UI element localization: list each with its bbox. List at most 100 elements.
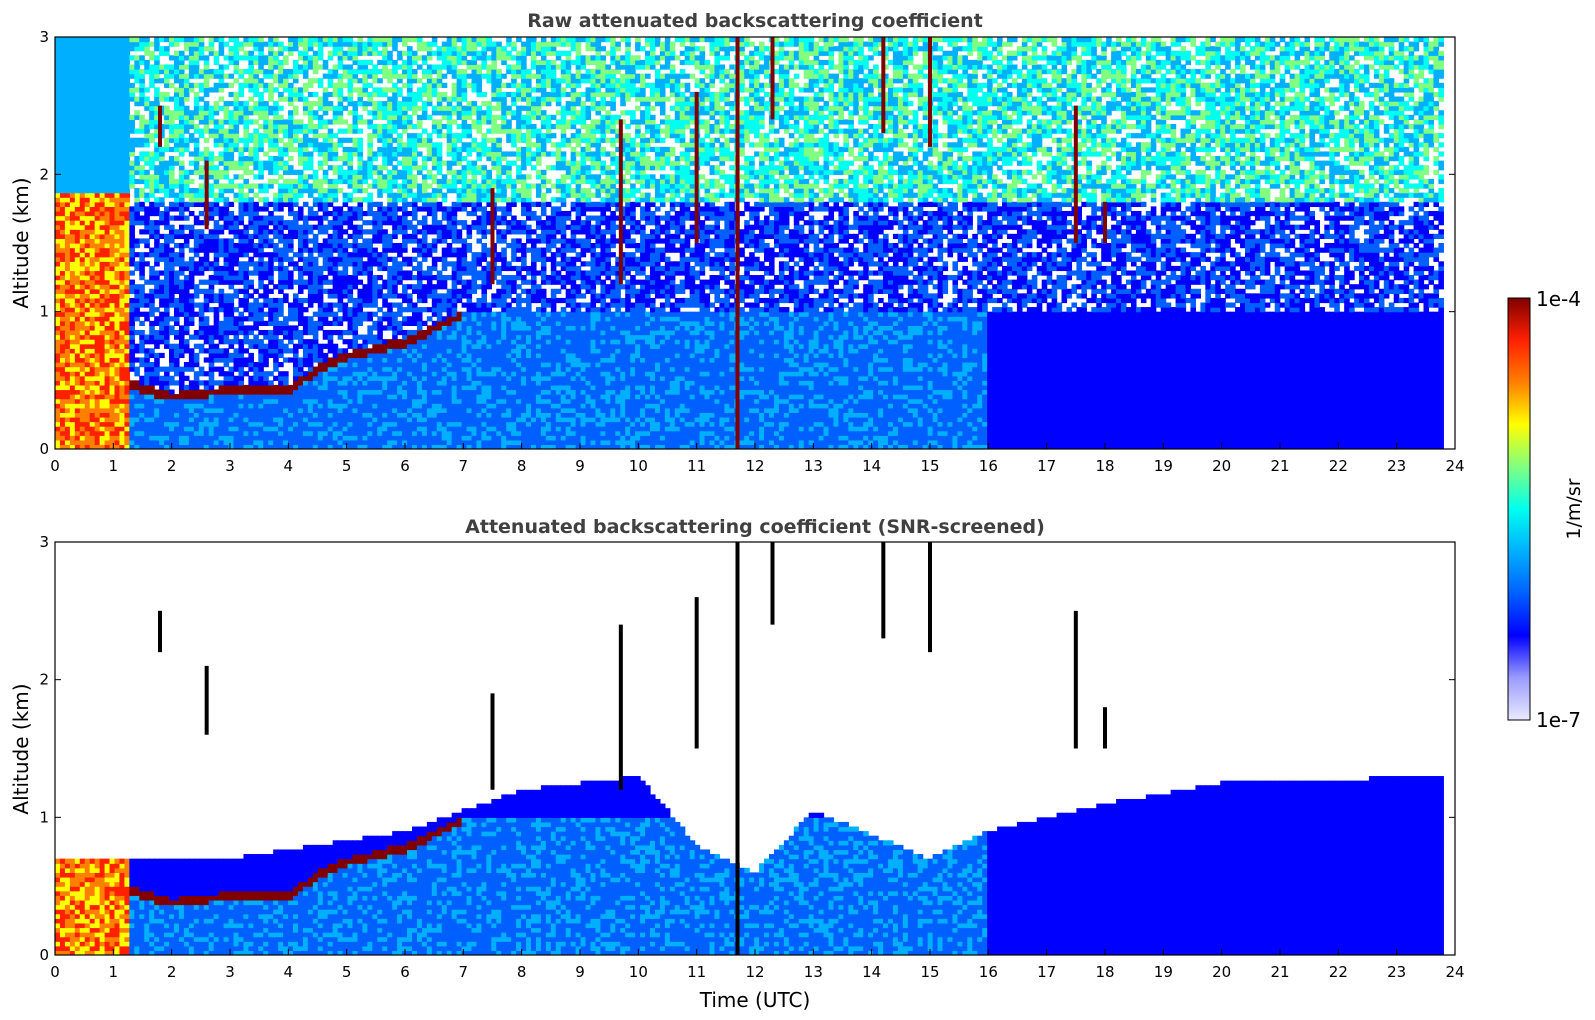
heatmap-cell bbox=[188, 439, 195, 446]
heatmap-cell bbox=[362, 87, 368, 93]
heatmap-cell bbox=[104, 439, 111, 446]
heatmap-cell bbox=[69, 64, 76, 70]
heatmap-cell bbox=[293, 210, 299, 217]
heatmap-cell bbox=[59, 110, 66, 116]
heatmap-cell bbox=[119, 91, 126, 98]
heatmap-cell bbox=[288, 398, 294, 404]
heatmap-cell bbox=[283, 59, 289, 66]
heatmap-cell bbox=[312, 59, 319, 66]
heatmap-cell bbox=[99, 398, 106, 404]
heatmap-cell bbox=[109, 119, 116, 125]
heatmap-cell bbox=[114, 439, 121, 446]
heatmap-cell bbox=[89, 156, 96, 162]
heatmap-cell bbox=[263, 384, 269, 391]
heatmap-cell bbox=[382, 247, 388, 253]
heatmap-cell bbox=[258, 110, 264, 116]
heatmap-cell bbox=[228, 252, 235, 258]
heatmap-cell bbox=[134, 210, 140, 217]
heatmap-cell bbox=[119, 220, 126, 226]
heatmap-cell bbox=[55, 151, 61, 157]
heatmap-cell bbox=[198, 201, 205, 207]
heatmap-cell bbox=[124, 435, 130, 441]
heatmap-cell bbox=[367, 412, 373, 418]
heatmap-cell bbox=[283, 183, 289, 189]
heatmap-cell bbox=[273, 243, 279, 249]
heatmap-cell bbox=[357, 307, 364, 313]
heatmap-cell bbox=[372, 233, 378, 240]
heatmap-cell bbox=[382, 311, 388, 317]
heatmap-cell bbox=[69, 339, 76, 345]
heatmap-cell bbox=[89, 110, 96, 116]
heatmap-cell bbox=[99, 220, 106, 226]
heatmap-cell bbox=[372, 247, 378, 253]
heatmap-cell bbox=[307, 430, 314, 436]
heatmap-cell bbox=[327, 407, 334, 413]
heatmap-cell bbox=[337, 297, 344, 304]
heatmap-cell bbox=[169, 169, 175, 175]
heatmap-cell bbox=[159, 188, 165, 194]
heatmap-cell bbox=[248, 284, 254, 290]
heatmap-cell bbox=[278, 151, 284, 157]
heatmap-cell bbox=[154, 101, 160, 107]
heatmap-cell bbox=[332, 329, 339, 336]
heatmap-cell bbox=[94, 87, 101, 93]
heatmap-cell bbox=[357, 119, 364, 125]
heatmap-cell bbox=[99, 412, 106, 418]
heatmap-cell bbox=[74, 133, 81, 139]
heatmap-cell bbox=[119, 380, 126, 386]
heatmap-cell bbox=[144, 142, 150, 148]
heatmap-cell bbox=[347, 389, 354, 395]
heatmap-cell bbox=[293, 137, 299, 143]
heatmap-cell bbox=[342, 288, 349, 294]
heatmap-cell bbox=[114, 128, 121, 134]
heatmap-cell bbox=[382, 403, 388, 409]
heatmap-cell bbox=[327, 142, 334, 148]
heatmap-cell bbox=[352, 229, 359, 235]
heatmap-cell bbox=[278, 380, 284, 386]
heatmap-cell bbox=[69, 284, 76, 290]
heatmap-cell bbox=[59, 224, 66, 230]
heatmap-cell bbox=[84, 389, 91, 395]
heatmap-cell bbox=[327, 279, 334, 285]
heatmap-cell bbox=[79, 357, 86, 363]
heatmap-cell bbox=[144, 69, 150, 75]
heatmap-cell bbox=[293, 37, 299, 43]
heatmap-cell bbox=[159, 426, 165, 432]
heatmap-cell bbox=[327, 201, 334, 207]
heatmap-cell bbox=[307, 261, 314, 267]
heatmap-cell bbox=[273, 284, 279, 290]
heatmap-cell bbox=[213, 270, 220, 276]
heatmap-cell bbox=[307, 238, 314, 244]
heatmap-cell bbox=[273, 375, 279, 381]
heatmap-cell bbox=[139, 91, 145, 98]
heatmap-cell bbox=[218, 243, 225, 249]
heatmap-cell bbox=[89, 339, 96, 345]
heatmap-cell bbox=[268, 156, 274, 162]
heatmap-cell bbox=[154, 380, 160, 386]
heatmap-cell bbox=[297, 146, 304, 153]
heatmap-cell bbox=[243, 329, 249, 336]
heatmap-cell bbox=[342, 339, 349, 345]
heatmap-cell bbox=[347, 316, 354, 322]
heatmap-cell bbox=[223, 329, 230, 336]
heatmap-cell bbox=[79, 110, 86, 116]
heatmap-cell bbox=[174, 316, 180, 322]
heatmap-cell bbox=[278, 284, 284, 290]
heatmap-cell bbox=[84, 435, 91, 441]
heatmap-cell bbox=[253, 375, 259, 381]
heatmap-cell bbox=[312, 403, 319, 409]
heatmap-cell bbox=[64, 352, 71, 359]
heatmap-cell bbox=[223, 197, 230, 203]
heatmap-cell bbox=[84, 169, 91, 175]
heatmap-cell bbox=[104, 220, 111, 226]
heatmap-cell bbox=[178, 160, 185, 166]
heatmap-cell bbox=[297, 41, 304, 47]
heatmap-cell bbox=[302, 96, 309, 102]
heatmap-cell bbox=[74, 146, 81, 153]
heatmap-cell bbox=[223, 169, 230, 175]
heatmap-cell bbox=[218, 174, 225, 180]
heatmap-cell bbox=[223, 110, 230, 116]
heatmap-cell bbox=[55, 421, 61, 427]
heatmap-cell bbox=[79, 142, 86, 148]
heatmap-cell bbox=[198, 69, 205, 75]
